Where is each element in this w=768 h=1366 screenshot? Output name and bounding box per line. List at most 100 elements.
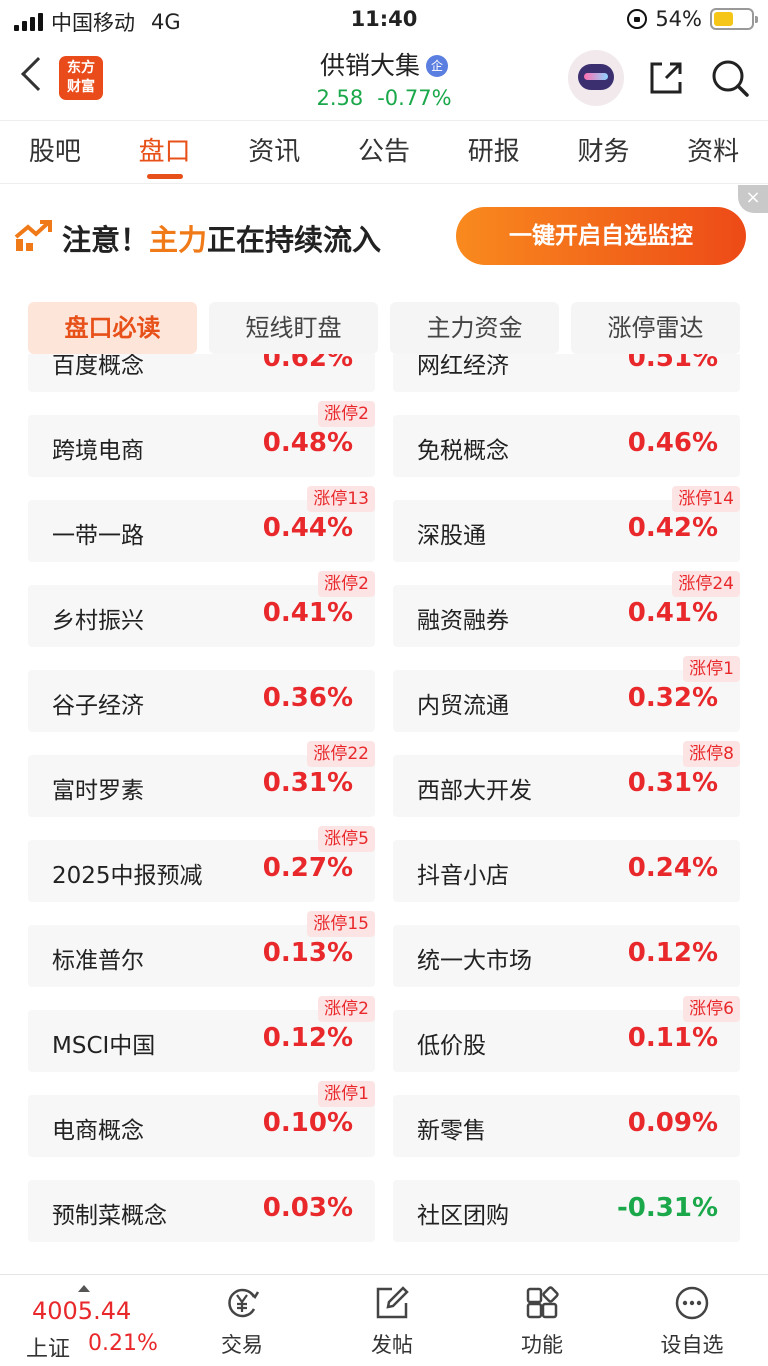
subtab-main-funds[interactable]: 主力资金 [390, 302, 559, 354]
status-left: 中国移动 4G [14, 7, 181, 37]
concept-card[interactable]: 网红经济 0.51% [393, 354, 740, 392]
concept-card[interactable]: 社区团购 -0.31% [393, 1180, 740, 1242]
concept-name: 预制菜概念 [52, 1203, 167, 1229]
subtab-short-term[interactable]: 短线盯盘 [209, 302, 378, 354]
assistant-avatar[interactable] [568, 50, 624, 106]
concept-card[interactable]: 谷子经济 0.36% [28, 670, 375, 732]
concept-change: 0.10% [262, 1108, 353, 1138]
top-tabs: 股吧 盘口 资讯 公告 研报 财务 资料 [0, 120, 768, 184]
concept-card[interactable]: 预制菜概念 0.03% [28, 1180, 375, 1242]
concept-change: 0.48% [262, 428, 353, 458]
limit-up-badge: 涨停1 [318, 1081, 375, 1107]
concept-change: 0.12% [627, 938, 718, 968]
concept-name: 富时罗素 [52, 778, 144, 804]
concept-card[interactable]: 百度概念 0.62% [28, 354, 375, 392]
concept-card[interactable]: 统一大市场 0.12% [393, 925, 740, 987]
concept-name: 网红经济 [417, 354, 509, 379]
concept-name: 统一大市场 [417, 948, 532, 974]
yen-circle-icon [228, 1288, 260, 1318]
caret-up-icon [78, 1285, 90, 1292]
close-icon[interactable]: × [738, 185, 768, 213]
nav-post-label: 发帖 [371, 1333, 413, 1357]
concept-card[interactable]: 标准普尔 0.13% 涨停15 [28, 911, 375, 987]
index-name: 上证 [26, 1337, 71, 1362]
concept-grid: 百度概念 0.62% 网红经济 0.51% 跨境电商 0.48% 涨停2 免税概念 0.4… [28, 354, 740, 1242]
banner-text-highlight: 主力 [149, 223, 208, 257]
concept-card[interactable]: 内贸流通 0.32% 涨停1 [393, 656, 740, 732]
more-icon [675, 1286, 709, 1320]
concept-card[interactable]: 乡村振兴 0.41% 涨停2 [28, 571, 375, 647]
tab-guba[interactable]: 股吧 [28, 137, 81, 167]
nav-trade[interactable]: 交易 [192, 1285, 292, 1359]
nav-functions[interactable]: 功能 [492, 1285, 592, 1359]
concept-card[interactable]: 融资融券 0.41% 涨停24 [393, 571, 740, 647]
concept-list[interactable]: 百度概念 0.62% 网红经济 0.51% 跨境电商 0.48% 涨停2 免税概念 0.4… [0, 354, 768, 1274]
stock-change: -0.77% [377, 86, 452, 110]
concept-change: 0.44% [262, 513, 353, 543]
tab-finance[interactable]: 财务 [577, 137, 630, 167]
sub-tabs: 盘口必读 短线盯盘 主力资金 涨停雷达 [28, 302, 740, 354]
limit-up-badge: 涨停8 [683, 741, 740, 767]
limit-up-badge: 涨停2 [318, 996, 375, 1022]
enterprise-badge: 企 [426, 55, 448, 77]
concept-card[interactable]: 低价股 0.11% 涨停6 [393, 996, 740, 1072]
concept-name: 乡村振兴 [52, 608, 144, 634]
concept-name: 社区团购 [417, 1203, 509, 1229]
status-bar: 中国移动 4G 11:40 54% [0, 0, 768, 40]
edit-icon [376, 1286, 409, 1319]
concept-card[interactable]: 富时罗素 0.31% 涨停22 [28, 741, 375, 817]
concept-card[interactable]: 西部大开发 0.31% 涨停8 [393, 741, 740, 817]
concept-change: 0.13% [262, 938, 353, 968]
tab-pankou[interactable]: 盘口 [110, 121, 220, 183]
concept-card[interactable]: 一带一路 0.44% 涨停13 [28, 486, 375, 562]
concept-card[interactable]: 深股通 0.42% 涨停14 [393, 486, 740, 562]
concept-card[interactable]: 2025中报预减 0.27% 涨停5 [28, 826, 375, 902]
limit-up-badge: 涨停22 [307, 741, 375, 767]
nav-add-watchlist[interactable]: 设自选 [642, 1285, 742, 1359]
tab-news[interactable]: 资讯 [248, 137, 301, 167]
concept-name: 2025中报预减 [52, 863, 203, 889]
tab-announcements[interactable]: 公告 [358, 137, 411, 167]
app-logo: 东方 财富 [59, 56, 103, 100]
concept-card[interactable]: 免税概念 0.46% [393, 415, 740, 477]
banner-text-post: 正在持续流入 [207, 223, 382, 257]
concept-change: 0.62% [262, 354, 353, 373]
concept-name: MSCI中国 [52, 1033, 156, 1059]
carrier-label: 中国移动 [51, 11, 135, 35]
index-value: 4005.44 [32, 1297, 132, 1325]
stock-name: 供销大集 [319, 51, 420, 80]
concept-name: 标准普尔 [52, 948, 144, 974]
nav-post[interactable]: 发帖 [342, 1285, 442, 1359]
concept-card[interactable]: 新零售 0.09% [393, 1095, 740, 1157]
subtab-must-read[interactable]: 盘口必读 [28, 302, 197, 354]
tab-research[interactable]: 研报 [467, 137, 520, 167]
concept-name: 西部大开发 [417, 778, 532, 804]
concept-change: 0.41% [627, 598, 718, 628]
subtab-limit-up-radar[interactable]: 涨停雷达 [571, 302, 740, 354]
share-icon[interactable] [648, 60, 684, 96]
grid-icon [526, 1286, 559, 1319]
concept-card[interactable]: 抖音小店 0.24% [393, 840, 740, 902]
battery-icon [710, 8, 758, 30]
status-right: 54% [627, 7, 758, 31]
tab-profile[interactable]: 资料 [687, 137, 740, 167]
concept-name: 免税概念 [417, 438, 509, 464]
banner-text: 注意！主力正在持续流入 [62, 217, 381, 259]
concept-card[interactable]: MSCI中国 0.12% 涨停2 [28, 996, 375, 1072]
concept-change: 0.27% [262, 853, 353, 883]
stock-title[interactable]: 供销大集企 [0, 46, 768, 82]
network-label: 4G [151, 10, 181, 34]
enable-monitor-button[interactable]: 一键开启自选监控 [456, 207, 746, 265]
limit-up-badge: 涨停24 [672, 571, 740, 597]
concept-name: 谷子经济 [52, 693, 144, 719]
stock-quote: 2.58 -0.77% [0, 86, 768, 110]
concept-name: 百度概念 [52, 354, 144, 379]
trend-up-icon [14, 220, 52, 251]
concept-card[interactable]: 电商概念 0.10% 涨停1 [28, 1081, 375, 1157]
concept-name: 深股通 [417, 523, 486, 549]
concept-card[interactable]: 跨境电商 0.48% 涨停2 [28, 401, 375, 477]
limit-up-badge: 涨停2 [318, 401, 375, 427]
search-icon[interactable] [710, 58, 750, 98]
concept-name: 跨境电商 [52, 438, 144, 464]
limit-up-badge: 涨停1 [683, 656, 740, 682]
